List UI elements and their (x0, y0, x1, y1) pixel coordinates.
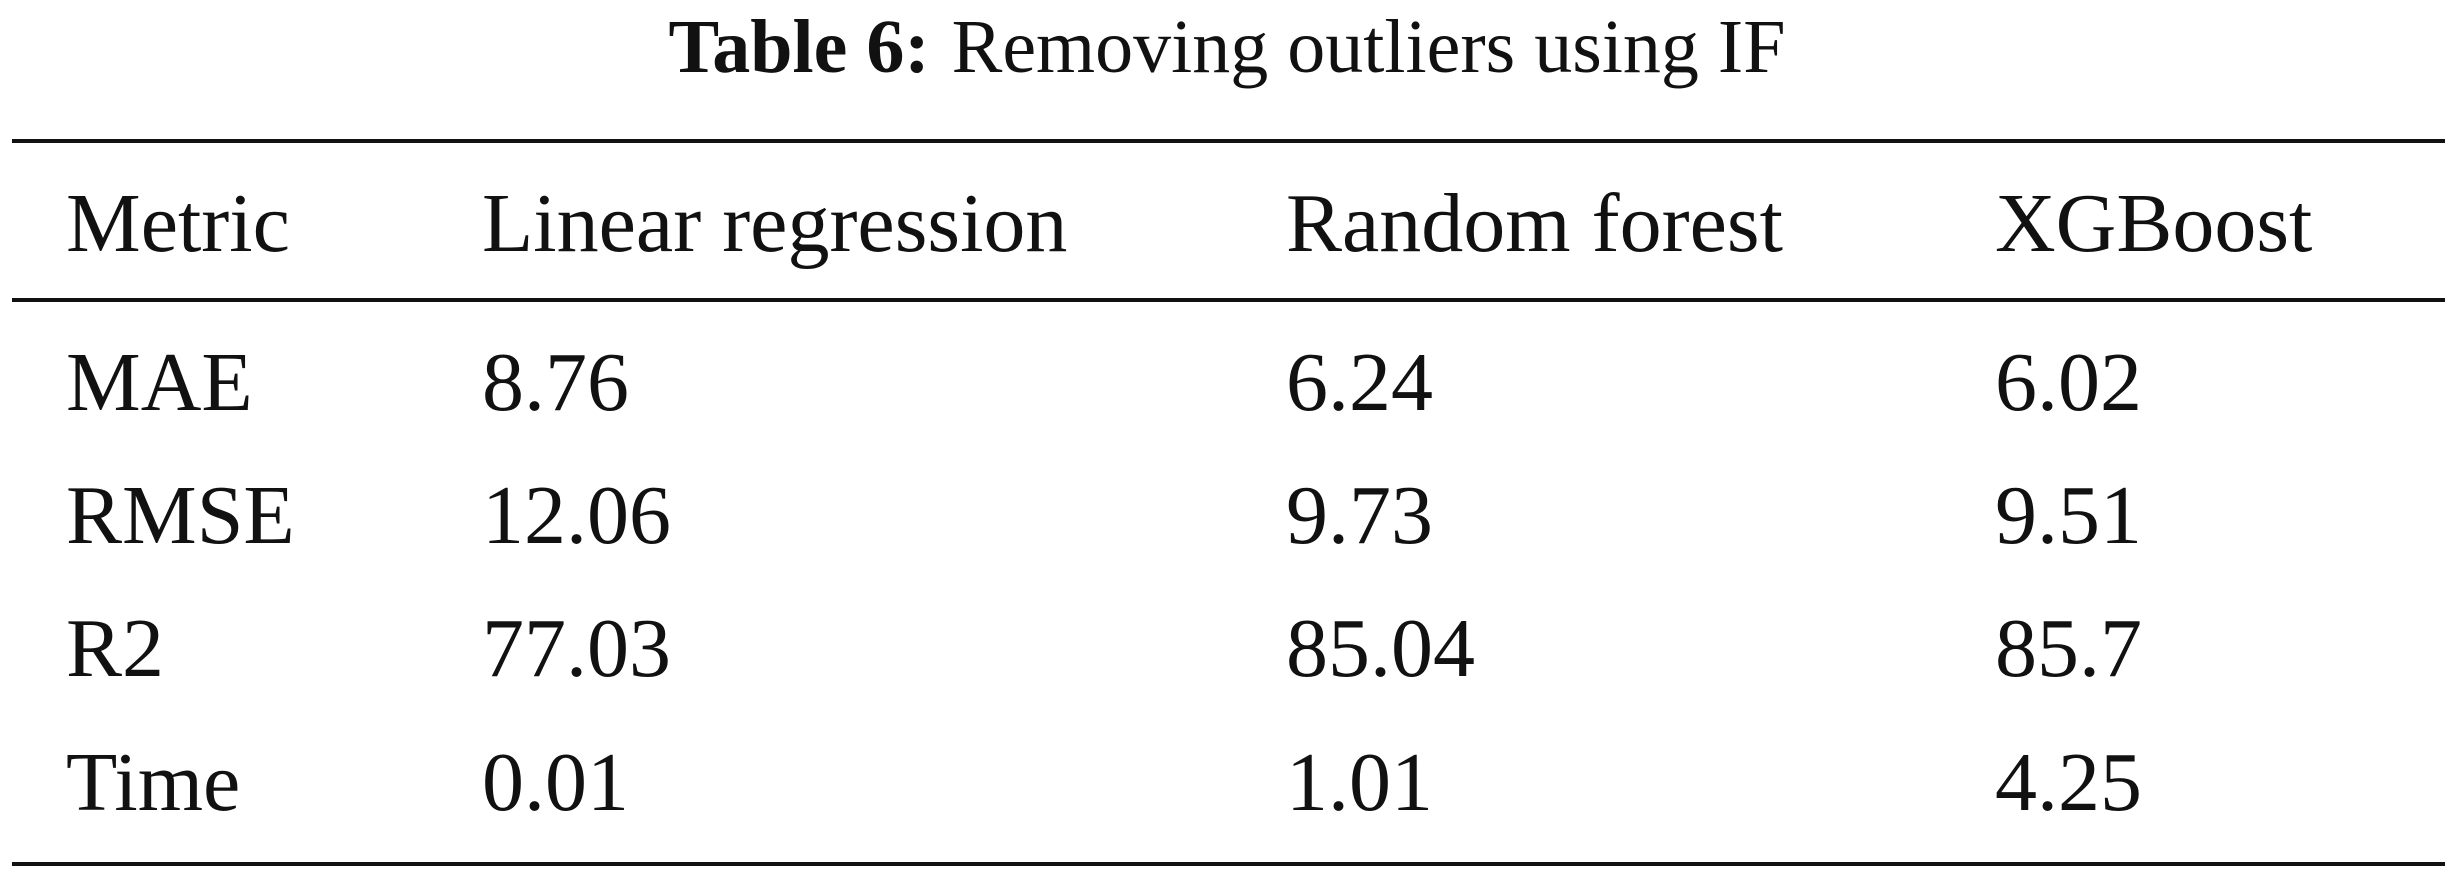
table-cell: 1.01 (1286, 736, 1433, 829)
caption-text: Removing outliers using IF (951, 5, 1786, 89)
bottom-rule (12, 862, 2445, 866)
caption-label: Table 6: (668, 5, 930, 89)
table-cell: 6.24 (1286, 336, 1433, 429)
header-cell: XGBoost (1995, 177, 2313, 270)
row-label: R2 (66, 602, 165, 695)
table-cell: 77.03 (482, 602, 671, 695)
table-cell: 85.04 (1286, 602, 1475, 695)
row-label: MAE (66, 336, 253, 429)
table-caption: Table 6: Removing outliers using IF (0, 4, 2454, 90)
table-cell: 85.7 (1995, 602, 2142, 695)
table-cell: 4.25 (1995, 736, 2142, 829)
header-cell: Linear regression (482, 177, 1068, 270)
table-cell: 12.06 (482, 469, 671, 562)
header-cell: Metric (66, 177, 290, 270)
header-cell: Random forest (1286, 177, 1783, 270)
table-cell: 9.73 (1286, 469, 1433, 562)
table-cell: 9.51 (1995, 469, 2142, 562)
top-rule (12, 139, 2445, 143)
table-cell: 8.76 (482, 336, 629, 429)
table-cell: 6.02 (1995, 336, 2142, 429)
table-cell: 0.01 (482, 736, 629, 829)
row-label: RMSE (66, 469, 295, 562)
row-label: Time (66, 736, 241, 829)
header-rule (12, 298, 2445, 302)
